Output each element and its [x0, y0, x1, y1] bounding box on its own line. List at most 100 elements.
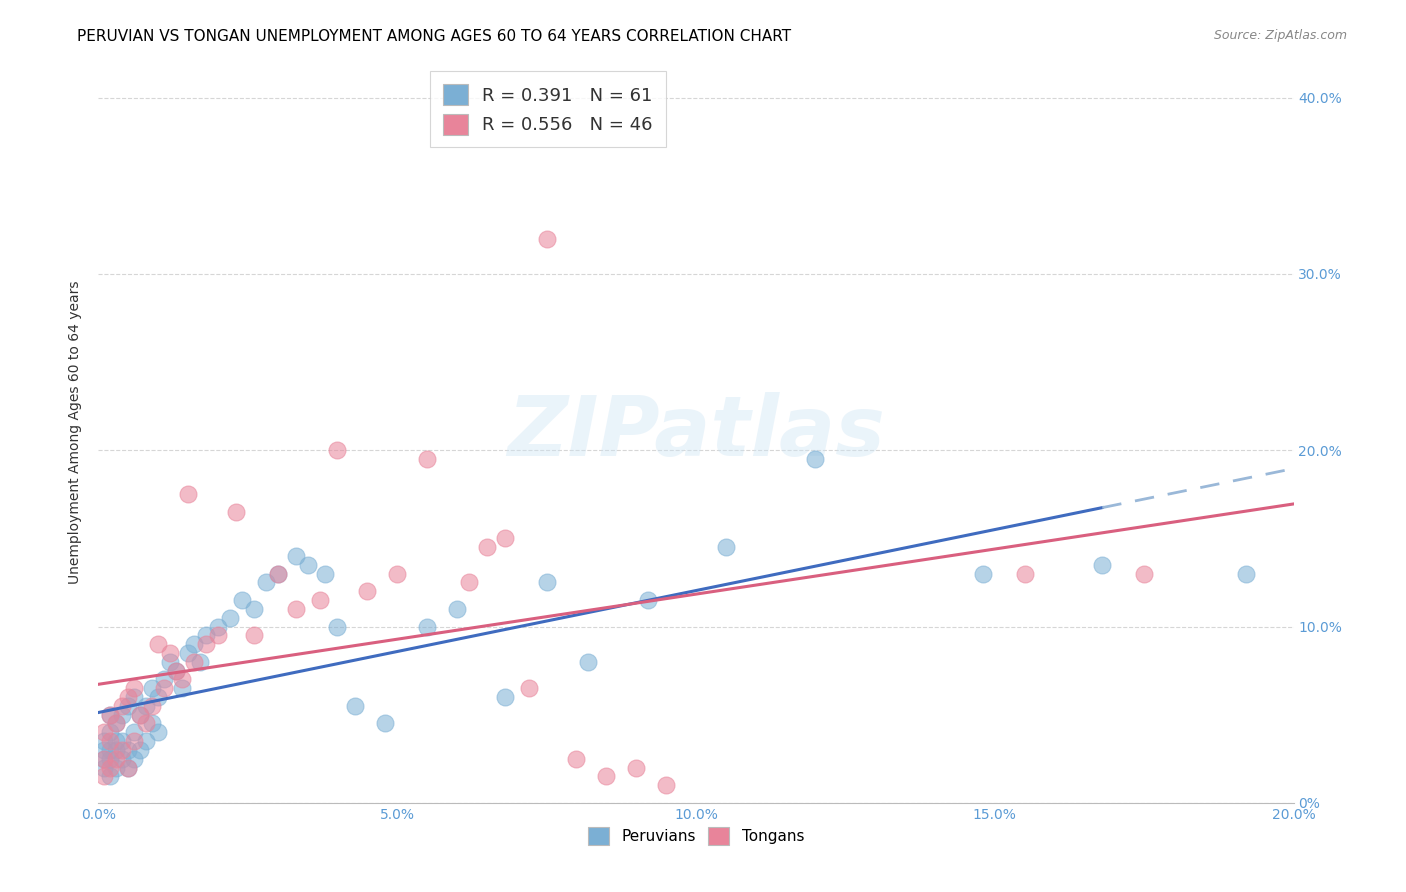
Point [655, 778, 678, 792]
Point [172, 673, 194, 687]
Point [188, 655, 211, 669]
Point [177, 646, 200, 660]
Point [98, 769, 122, 783]
Point [494, 690, 516, 704]
Point [207, 628, 229, 642]
Point [565, 752, 588, 766]
Point [93, 725, 115, 739]
Point [153, 681, 176, 696]
Point [494, 532, 516, 546]
Point [129, 707, 152, 722]
Point [536, 575, 558, 590]
Point [98, 725, 122, 739]
Point [326, 443, 349, 458]
Point [344, 698, 367, 713]
Point [172, 681, 194, 696]
Point [972, 566, 994, 581]
Point [177, 487, 200, 501]
Y-axis label: Unemployment Among Ages 60 to 64 years: Unemployment Among Ages 60 to 64 years [69, 281, 83, 584]
Point [98, 707, 122, 722]
Point [308, 593, 330, 607]
Point [117, 698, 139, 713]
Point [195, 628, 218, 642]
Point [207, 619, 229, 633]
Point [124, 681, 146, 696]
Point [93, 752, 115, 766]
Point [1234, 566, 1257, 581]
Point [284, 549, 307, 563]
Point [111, 752, 134, 766]
Point [374, 716, 396, 731]
Point [141, 716, 163, 731]
Point [225, 505, 247, 519]
Point [231, 593, 253, 607]
Point [458, 575, 481, 590]
Point [98, 760, 122, 774]
Point [117, 760, 139, 774]
Point [93, 734, 115, 748]
Point [117, 760, 139, 774]
Point [105, 743, 128, 757]
Point [536, 232, 558, 246]
Point [385, 566, 409, 581]
Point [267, 566, 290, 581]
Point [416, 452, 439, 467]
Point [165, 664, 187, 678]
Point [637, 593, 659, 607]
Point [105, 734, 128, 748]
Point [129, 707, 152, 722]
Point [98, 707, 122, 722]
Point [326, 619, 349, 633]
Point [98, 734, 122, 748]
Point [105, 716, 128, 731]
Point [183, 655, 205, 669]
Point [356, 584, 378, 599]
Point [98, 752, 122, 766]
Point [195, 637, 218, 651]
Point [148, 637, 170, 651]
Point [135, 734, 157, 748]
Point [111, 698, 134, 713]
Point [124, 734, 146, 748]
Point [243, 628, 266, 642]
Point [517, 681, 540, 696]
Point [1014, 566, 1036, 581]
Point [153, 673, 176, 687]
Point [105, 760, 128, 774]
Point [804, 452, 827, 467]
Point [93, 752, 115, 766]
Point [124, 752, 146, 766]
Point [183, 637, 205, 651]
Point [297, 558, 319, 572]
Point [284, 602, 307, 616]
Point [159, 646, 181, 660]
Point [219, 610, 242, 624]
Text: Source: ZipAtlas.com: Source: ZipAtlas.com [1213, 29, 1347, 42]
Point [416, 619, 439, 633]
Point [135, 716, 157, 731]
Point [124, 725, 146, 739]
Point [105, 752, 128, 766]
Point [578, 655, 600, 669]
Point [595, 769, 617, 783]
Point [714, 540, 737, 554]
Point [141, 681, 163, 696]
Point [626, 760, 648, 774]
Point [117, 743, 139, 757]
Point [1091, 558, 1114, 572]
Point [129, 743, 152, 757]
Point [98, 743, 122, 757]
Point [93, 760, 115, 774]
Point [148, 725, 170, 739]
Point [93, 769, 115, 783]
Point [135, 698, 157, 713]
Text: ZIPatlas: ZIPatlas [508, 392, 884, 473]
Point [148, 690, 170, 704]
Point [446, 602, 468, 616]
Point [124, 690, 146, 704]
Legend: Peruvians, Tongans: Peruvians, Tongans [582, 821, 810, 851]
Point [475, 540, 498, 554]
Point [111, 743, 134, 757]
Point [165, 664, 187, 678]
Point [111, 707, 134, 722]
